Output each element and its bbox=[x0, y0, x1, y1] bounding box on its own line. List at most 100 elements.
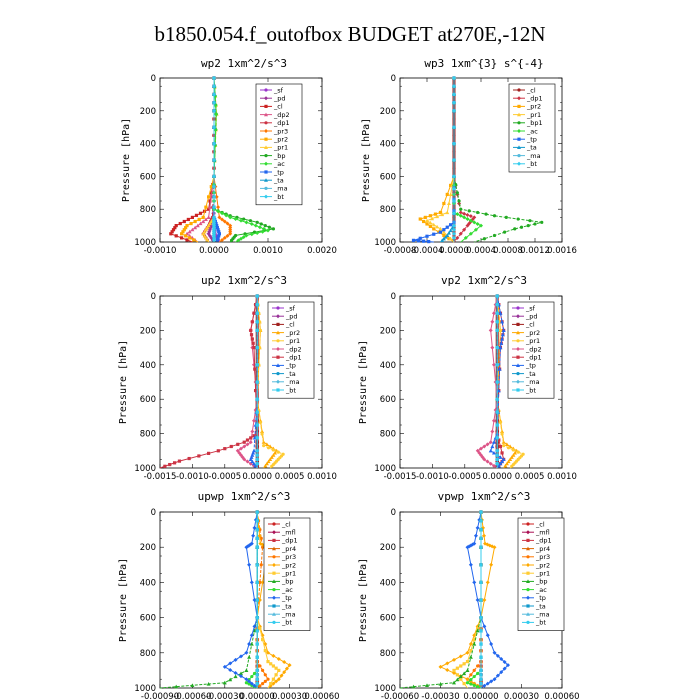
data-point bbox=[247, 679, 252, 684]
data-point bbox=[425, 234, 429, 238]
x-tick-label: 0.0000 bbox=[199, 246, 229, 256]
data-point bbox=[533, 222, 537, 226]
legend-label: _sf bbox=[525, 304, 536, 312]
data-point bbox=[442, 233, 446, 238]
y-tick-label: 400 bbox=[380, 361, 396, 371]
data-point bbox=[438, 664, 443, 669]
legend-marker bbox=[517, 112, 521, 117]
data-point bbox=[252, 346, 256, 350]
data-point bbox=[485, 442, 490, 447]
data-point bbox=[491, 311, 496, 316]
legend-marker bbox=[264, 104, 268, 108]
data-point bbox=[255, 423, 259, 427]
data-point bbox=[472, 220, 477, 225]
data-point bbox=[422, 219, 426, 224]
data-point bbox=[201, 219, 206, 224]
data-point bbox=[212, 219, 216, 224]
data-point bbox=[496, 463, 501, 468]
data-point bbox=[253, 367, 257, 371]
data-point bbox=[255, 311, 259, 315]
data-point bbox=[473, 227, 478, 232]
data-point bbox=[488, 328, 493, 333]
data-point bbox=[475, 221, 480, 226]
series-line bbox=[413, 78, 455, 243]
data-point bbox=[255, 363, 259, 367]
data-point bbox=[198, 211, 203, 215]
data-point bbox=[229, 444, 233, 449]
data-point bbox=[492, 650, 497, 655]
data-point bbox=[217, 230, 221, 234]
data-point bbox=[271, 653, 276, 658]
legend-marker bbox=[264, 178, 268, 182]
data-point bbox=[441, 236, 446, 241]
y-tick-label: 0 bbox=[151, 74, 156, 84]
legend-label: _cl bbox=[526, 86, 536, 94]
data-point bbox=[462, 682, 466, 686]
data-point bbox=[479, 528, 483, 532]
data-point bbox=[258, 346, 262, 350]
legend-label: _ac bbox=[273, 160, 285, 168]
data-point bbox=[449, 223, 453, 227]
legend-marker bbox=[516, 355, 520, 359]
data-point bbox=[452, 668, 456, 672]
data-point bbox=[253, 223, 258, 228]
data-point bbox=[469, 678, 473, 682]
legend-label: _dp2 bbox=[285, 345, 302, 353]
legend-marker bbox=[264, 161, 268, 166]
data-point bbox=[269, 662, 273, 666]
data-point bbox=[268, 457, 273, 461]
legend-label: _pr1 bbox=[526, 111, 541, 119]
data-point bbox=[506, 663, 510, 668]
data-point bbox=[181, 230, 185, 234]
legend-label: _mfl bbox=[281, 529, 296, 537]
data-point bbox=[276, 450, 280, 454]
data-point bbox=[274, 666, 278, 670]
y-tick-label: 1000 bbox=[134, 684, 156, 694]
legend-label: _bp1 bbox=[526, 119, 543, 127]
legend-label: _pd bbox=[285, 313, 298, 321]
data-point bbox=[263, 649, 267, 653]
data-point bbox=[435, 214, 440, 219]
legend-label: _bp bbox=[273, 152, 286, 160]
legend-label: _ac bbox=[526, 127, 538, 135]
data-point bbox=[239, 446, 243, 451]
legend-marker bbox=[517, 121, 521, 125]
data-point bbox=[445, 192, 449, 197]
data-point bbox=[465, 545, 470, 550]
data-point bbox=[228, 227, 233, 232]
legend-marker bbox=[526, 612, 530, 616]
data-point bbox=[440, 212, 445, 217]
data-point bbox=[255, 563, 259, 567]
data-point bbox=[184, 226, 188, 230]
legend-marker bbox=[272, 604, 276, 608]
data-point bbox=[244, 650, 249, 655]
legend-marker bbox=[272, 546, 276, 551]
panel-title: vp2 1xm^2/s^3 bbox=[441, 274, 527, 287]
data-point bbox=[504, 215, 508, 219]
y-tick-label: 800 bbox=[140, 205, 156, 215]
y-axis-label: Pressure [hPa] bbox=[118, 340, 129, 424]
data-point bbox=[482, 237, 486, 241]
data-point bbox=[206, 215, 211, 219]
legend-marker bbox=[516, 314, 520, 319]
data-point bbox=[495, 423, 499, 427]
data-point bbox=[495, 457, 499, 461]
data-point bbox=[187, 229, 192, 234]
data-point bbox=[455, 235, 460, 240]
data-point bbox=[468, 218, 473, 223]
legend-label: _dp1 bbox=[285, 354, 302, 362]
data-point bbox=[270, 464, 274, 468]
y-tick-label: 800 bbox=[380, 205, 396, 215]
data-point bbox=[252, 434, 256, 438]
data-point bbox=[212, 76, 216, 80]
legend-marker bbox=[517, 129, 521, 133]
data-point bbox=[174, 224, 178, 228]
data-point bbox=[475, 598, 480, 602]
data-point bbox=[485, 580, 490, 585]
legend-marker bbox=[264, 88, 268, 92]
legend-label: _tp bbox=[535, 594, 546, 602]
data-point bbox=[452, 92, 456, 97]
data-point bbox=[212, 233, 216, 238]
data-point bbox=[479, 616, 483, 620]
data-point bbox=[244, 677, 249, 682]
